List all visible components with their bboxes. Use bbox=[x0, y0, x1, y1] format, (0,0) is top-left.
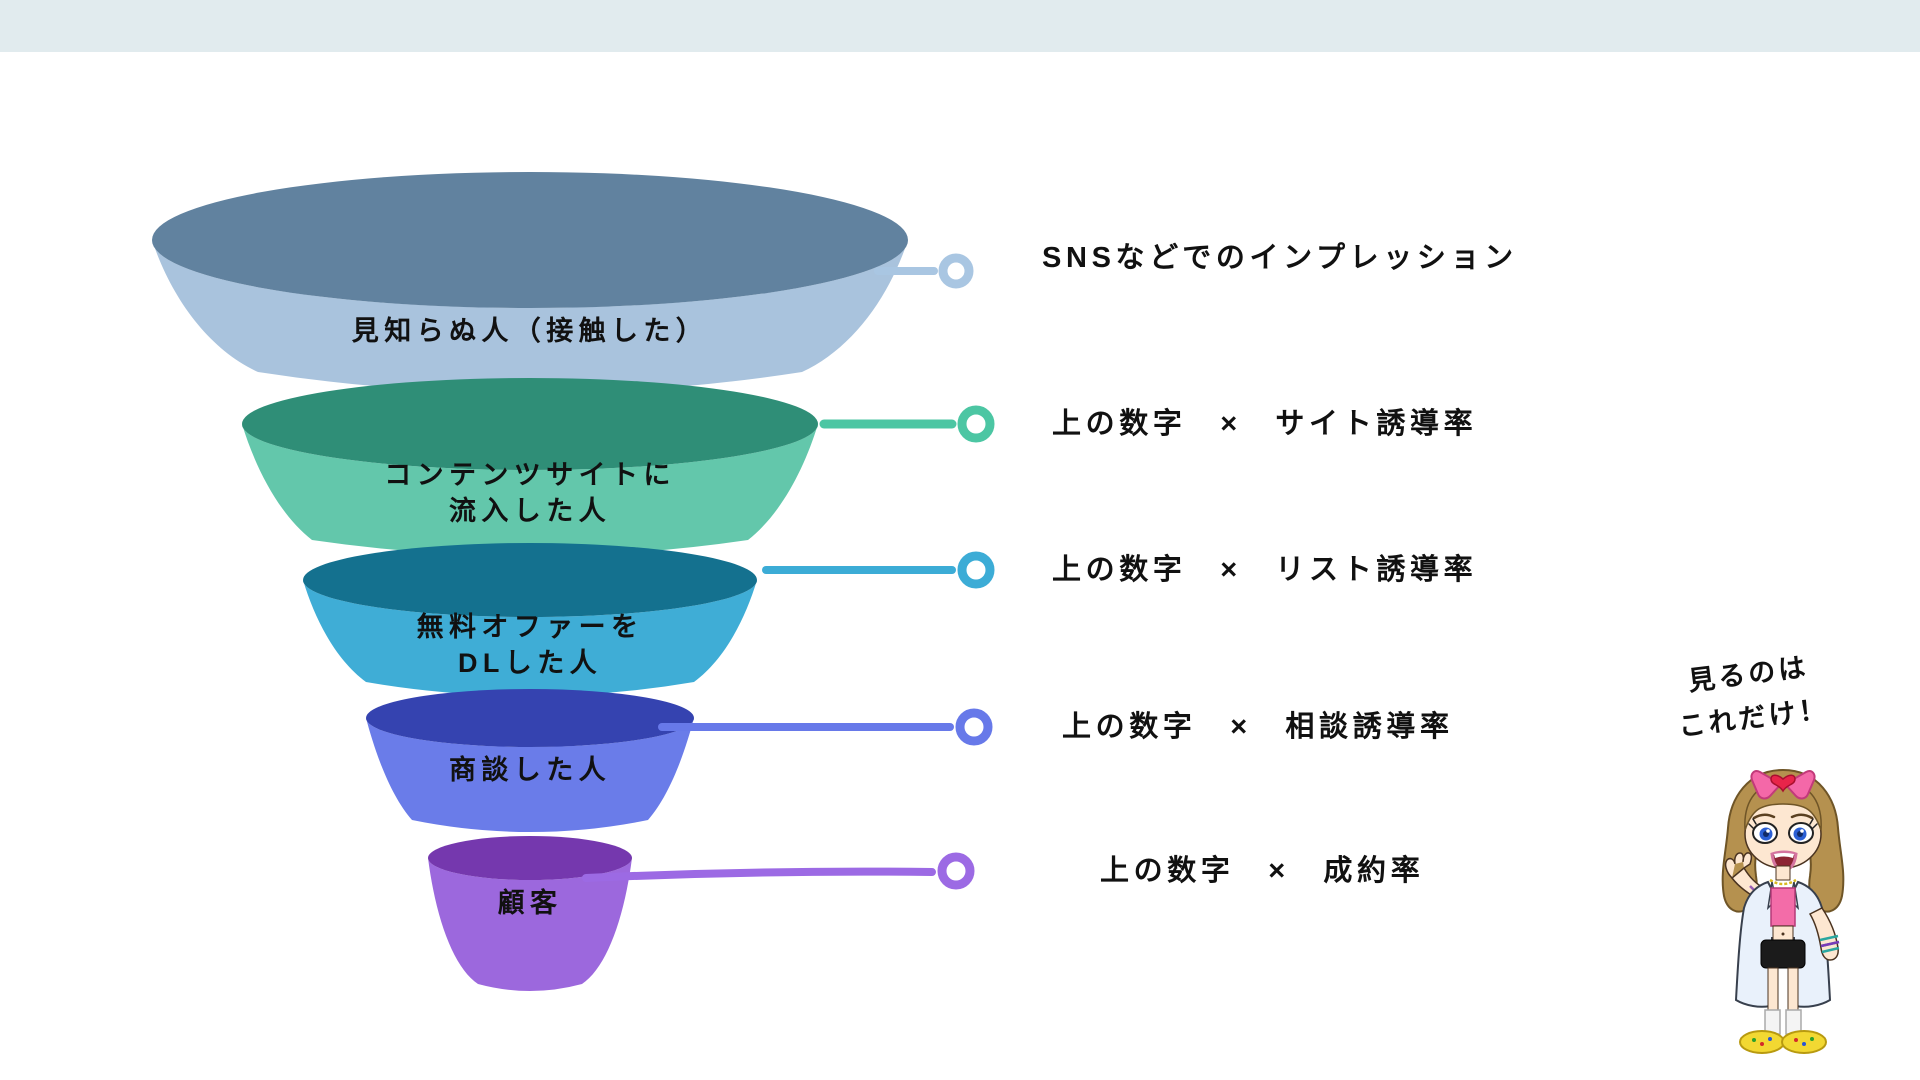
funnel-label-4-line-1: 商談した人 bbox=[449, 755, 611, 785]
mascot-eyebrows bbox=[1752, 813, 1814, 820]
top-banner bbox=[0, 0, 1920, 52]
connector-ring-5 bbox=[937, 852, 975, 890]
funnel-level-2-body bbox=[242, 424, 818, 556]
funnel-level-3-top bbox=[303, 543, 757, 617]
funnel-label-2-line-2: 流入した人 bbox=[448, 496, 611, 526]
mascot-skirt bbox=[1760, 939, 1806, 969]
connector-line-5 bbox=[582, 867, 936, 882]
connector-ring-1 bbox=[938, 253, 974, 289]
funnel-level-2-top bbox=[242, 378, 818, 470]
mascot-leg-left bbox=[1767, 967, 1779, 1017]
funnel-level-5-top bbox=[428, 836, 632, 880]
funnel-label-5: 顧客 bbox=[498, 885, 563, 921]
funnel-label-3-line-1: 無料オファーを bbox=[416, 612, 644, 642]
funnel-label-2: コンテンツサイトに 流入した人 bbox=[384, 457, 676, 529]
annotation-2: 上の数字 × サイト誘導率 bbox=[1052, 408, 1478, 440]
funnel-level-1-body bbox=[152, 240, 908, 393]
annotation-3: 上の数字 × リスト誘導率 bbox=[1052, 554, 1478, 586]
mascot-navel bbox=[1781, 932, 1785, 936]
funnel-label-1-line-1: 見知らぬ人（接触した） bbox=[351, 316, 709, 346]
funnel-level-4-body bbox=[366, 718, 694, 832]
mascot-pink-top bbox=[1770, 887, 1796, 927]
funnel-label-3-line-2: DLした人 bbox=[458, 648, 602, 678]
funnel-label-1: 見知らぬ人（接触した） bbox=[352, 313, 708, 349]
mascot-bow-icon bbox=[1750, 770, 1816, 800]
funnel-level-5-body bbox=[428, 858, 632, 991]
mascot-character-illustration bbox=[1721, 768, 1845, 1054]
mascot-necklace bbox=[1769, 878, 1797, 886]
annotation-5: 上の数字 × 成約率 bbox=[1100, 855, 1425, 887]
connector-ring-3 bbox=[957, 551, 995, 589]
funnel-level-1-top bbox=[152, 172, 908, 308]
funnel-level-4-top bbox=[366, 689, 694, 747]
funnel-label-2-line-1: コンテンツサイトに bbox=[384, 460, 676, 490]
mascot-leg-right bbox=[1787, 967, 1799, 1017]
funnel-label-4: 商談した人 bbox=[449, 752, 611, 788]
funnel-label-3: 無料オファーを DLした人 bbox=[417, 609, 644, 681]
funnel-label-5-line-1: 顧客 bbox=[497, 888, 563, 918]
mascot-neck bbox=[1775, 865, 1791, 881]
annotation-1: SNSなどでのインプレッション bbox=[1042, 242, 1518, 274]
mascot-eyes bbox=[1748, 818, 1818, 844]
connector-ring-2 bbox=[957, 405, 995, 443]
funnel-level-3-body bbox=[303, 580, 757, 696]
mascot-bracelet-hand bbox=[1808, 907, 1840, 961]
connector-ring-4 bbox=[955, 708, 993, 746]
annotation-4: 上の数字 × 相談誘導率 bbox=[1062, 711, 1454, 743]
mascot-shoes bbox=[1739, 1030, 1827, 1054]
mascot-bow-heart-icon bbox=[1770, 774, 1796, 793]
